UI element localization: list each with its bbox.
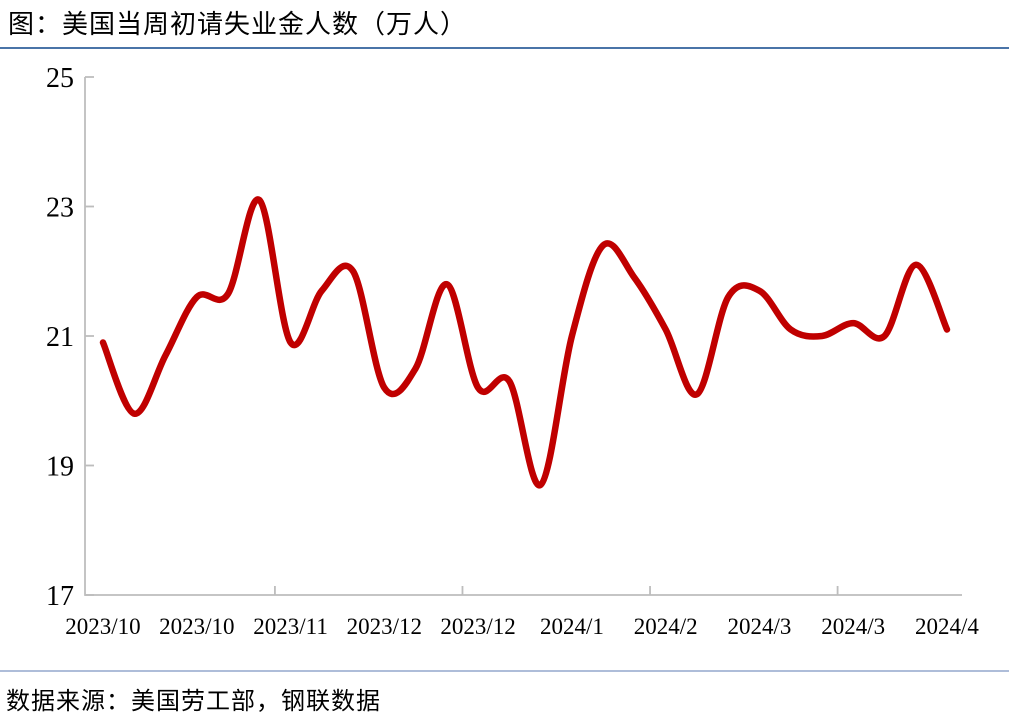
x-axis-tick-label: 2024/2: [634, 614, 698, 639]
chart-title: 图：美国当周初请失业金人数（万人）: [8, 10, 468, 39]
y-axis-tick-label: 19: [46, 452, 74, 483]
x-axis-tick-label: 2024/1: [540, 614, 604, 639]
x-axis-tick-label: 2023/11: [253, 614, 328, 639]
y-axis-tick-label: 23: [46, 193, 74, 224]
y-axis-tick-label: 25: [46, 63, 74, 94]
x-axis-tick-label: 2023/12: [440, 614, 515, 639]
source-note: 数据来源：美国劳工部，钢联数据: [6, 689, 381, 715]
title-divider: [0, 47, 1009, 49]
x-axis-tick-label: 2023/10: [65, 614, 140, 639]
x-axis-tick-label: 2024/4: [915, 614, 979, 639]
y-axis-tick-label: 21: [46, 322, 74, 353]
x-axis-tick-label: 2024/3: [821, 614, 885, 639]
x-axis-tick-label: 2023/12: [347, 614, 422, 639]
claims-series-line: [99, 196, 951, 489]
source-divider: [0, 670, 1009, 672]
y-axis-tick-label: 17: [46, 581, 74, 612]
x-axis-tick-label: 2024/3: [727, 614, 791, 639]
x-axis-tick-label: 2023/10: [159, 614, 234, 639]
